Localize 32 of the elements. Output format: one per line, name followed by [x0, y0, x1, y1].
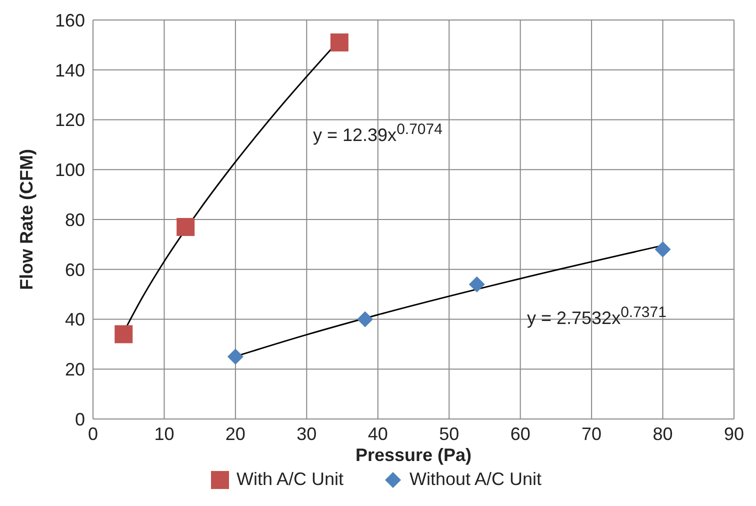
annotation: y = 12.39x$^{0.7074}$ [313, 121, 442, 146]
point [114, 325, 133, 344]
x-tick-label: 60 [510, 424, 530, 444]
annotation: y = 2.7532x$^{0.7371}$ [527, 304, 666, 329]
y-axis-title: Flow Rate (CFM) [16, 149, 36, 290]
x-tick-label: 80 [652, 424, 673, 444]
y-tick-label: 120 [54, 110, 85, 130]
point [654, 241, 671, 258]
x-tick-label: 70 [582, 424, 602, 444]
x-axis-title: Pressure (Pa) [355, 445, 472, 465]
y-tick-label: 100 [54, 160, 85, 180]
point [357, 311, 374, 328]
x-tick-label: 10 [154, 424, 174, 444]
x-tick-label: 30 [296, 424, 317, 444]
x-tick-label: 50 [439, 424, 460, 444]
y-tick-label: 160 [54, 10, 85, 30]
point [468, 276, 485, 292]
y-tick-label: 0 [74, 409, 85, 430]
legend-label: Without A/C Unit [409, 469, 542, 490]
y-tick-label: 60 [64, 260, 85, 280]
x-tick-label: 20 [225, 424, 246, 444]
x-tick-label: 90 [724, 424, 744, 444]
y-tick-label: 20 [64, 360, 85, 380]
point [176, 218, 195, 236]
y-tick-label: 140 [54, 60, 85, 80]
x-tick-label: 40 [368, 424, 388, 444]
x-tick-label: 0 [88, 424, 98, 444]
y-tick-label: 80 [64, 210, 85, 230]
y-tick-label: 40 [64, 310, 85, 330]
point [227, 348, 244, 365]
legend-label: With A/C Unit [236, 469, 344, 490]
point [330, 33, 348, 52]
